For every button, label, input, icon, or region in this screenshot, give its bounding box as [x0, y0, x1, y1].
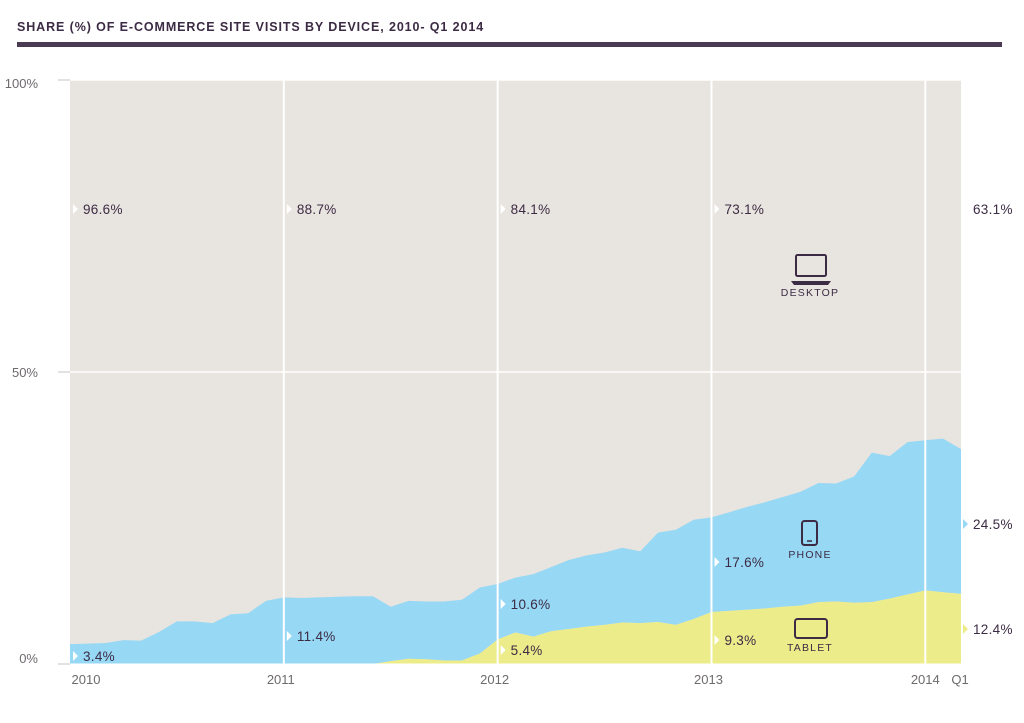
- laptop-base-icon: [791, 281, 831, 285]
- label-marker: [286, 204, 292, 214]
- phone-value-label: 17.6%: [724, 555, 764, 570]
- desktop-value-label: 96.6%: [83, 202, 123, 217]
- phone-value-label: 11.4%: [297, 629, 336, 644]
- y-tick-label: 50%: [12, 365, 38, 380]
- label-marker: [73, 651, 78, 661]
- tablet-value-label: 12.4%: [973, 622, 1013, 637]
- x-tick-label: 2014: [911, 672, 940, 687]
- phone-icon: [801, 520, 818, 546]
- phone-value-label: 3.4%: [83, 649, 115, 664]
- x-tick-label: 2013: [694, 672, 723, 687]
- label-marker: [714, 557, 720, 567]
- series-name-tablet: TABLET: [787, 642, 833, 654]
- label-marker: [73, 204, 78, 214]
- x-tick-label: 2012: [480, 672, 509, 687]
- label-marker: [286, 631, 292, 641]
- label-marker: [963, 624, 968, 634]
- phone-value-label: 10.6%: [511, 597, 551, 612]
- tablet-value-label: 9.3%: [724, 633, 756, 648]
- label-marker: [714, 635, 720, 645]
- label-marker: [500, 204, 506, 214]
- desktop-value-label: 63.1%: [973, 202, 1013, 217]
- phone-area: [70, 438, 961, 664]
- desktop-value-label: 84.1%: [511, 202, 551, 217]
- series-name-desktop: DESKTOP: [781, 287, 839, 299]
- label-marker: [714, 204, 720, 214]
- label-marker: [963, 204, 968, 214]
- series-name-phone: PHONE: [788, 549, 831, 561]
- desktop-value-label: 88.7%: [297, 202, 337, 217]
- x-tick-label: 2010: [72, 672, 101, 687]
- laptop-icon: [795, 254, 827, 277]
- y-tick-label: 0%: [19, 651, 38, 666]
- chart-title: SHARE (%) OF E-COMMERCE SITE VISITS BY D…: [17, 20, 485, 34]
- label-marker: [963, 519, 968, 529]
- tablet-area: [70, 590, 961, 664]
- tablet-icon: [794, 618, 828, 639]
- label-marker: [500, 599, 506, 609]
- tablet-value-label: 5.4%: [511, 643, 543, 658]
- x-tick-label: 2011: [267, 672, 295, 687]
- phone-value-label: 24.5%: [973, 517, 1013, 532]
- title-rule: [17, 42, 1002, 47]
- y-tick-label: 100%: [5, 76, 39, 91]
- label-marker: [500, 645, 506, 655]
- desktop-value-label: 73.1%: [724, 202, 764, 217]
- x-tick-label: Q1: [951, 672, 968, 687]
